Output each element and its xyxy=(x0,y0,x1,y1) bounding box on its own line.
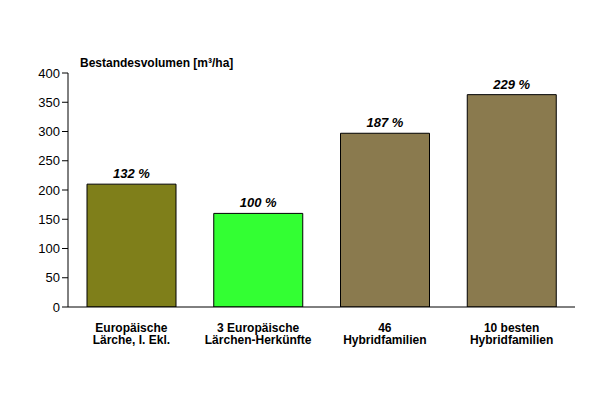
svg-text:0: 0 xyxy=(53,300,60,315)
svg-text:100: 100 xyxy=(38,241,60,256)
svg-text:229 %: 229 % xyxy=(492,77,530,92)
svg-text:250: 250 xyxy=(38,153,60,168)
svg-text:300: 300 xyxy=(38,124,60,139)
svg-text:46Hybridfamilien: 46Hybridfamilien xyxy=(343,321,426,347)
svg-text:100 %: 100 % xyxy=(240,195,277,210)
svg-text:400: 400 xyxy=(38,66,60,81)
html-text:Bestandesvolumen [m³/ha]: Bestandesvolumen [m³/ha] xyxy=(80,56,234,70)
svg-text:132 %: 132 % xyxy=(113,166,150,181)
svg-text:200: 200 xyxy=(38,183,60,198)
svg-text:EuropäischeLärche, I. Ekl.: EuropäischeLärche, I. Ekl. xyxy=(93,321,170,347)
svg-text:50: 50 xyxy=(46,270,60,285)
svg-text:10 bestenHybridfamilien: 10 bestenHybridfamilien xyxy=(470,321,553,347)
svg-text:350: 350 xyxy=(38,95,60,110)
svg-text:3 EuropäischeLärchen-Herkünfte: 3 EuropäischeLärchen-Herkünfte xyxy=(205,321,312,347)
svg-text:187 %: 187 % xyxy=(367,115,404,130)
svg-text:150: 150 xyxy=(38,212,60,227)
